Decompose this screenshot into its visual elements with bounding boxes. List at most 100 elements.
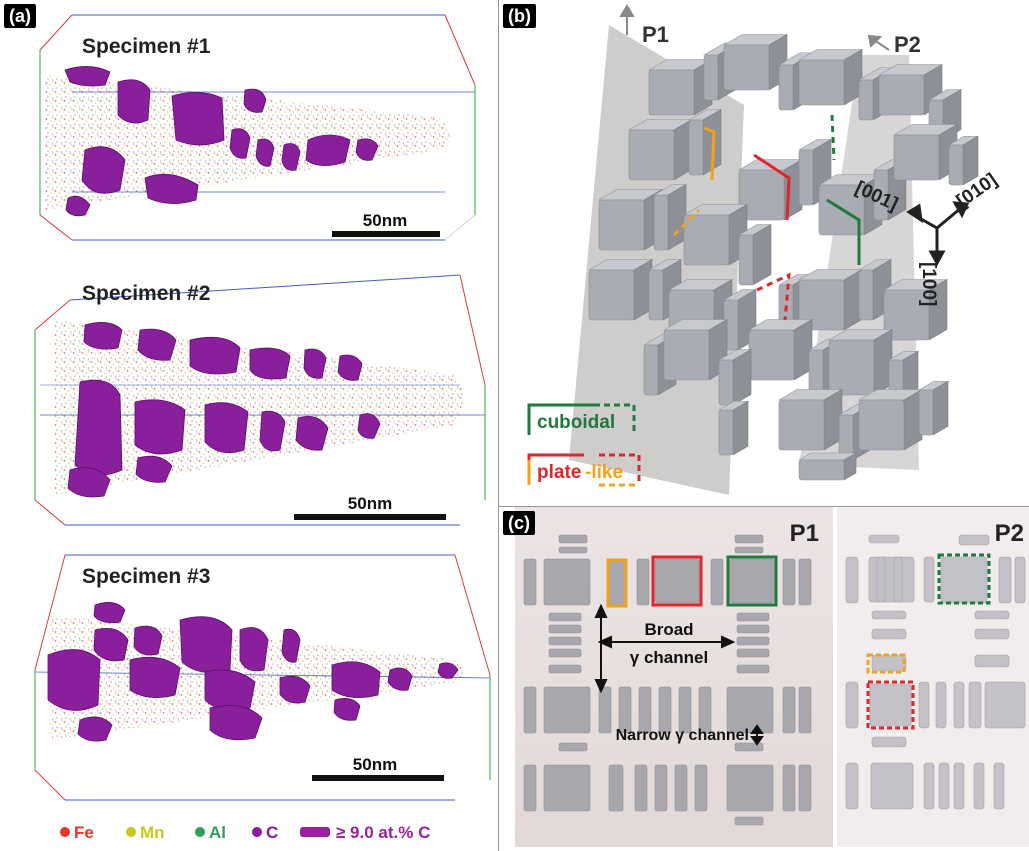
p2-precipitate <box>973 762 985 810</box>
p1-precipitate <box>734 816 764 826</box>
p2-precipitate <box>938 762 950 810</box>
legend-fe-dot <box>60 827 70 837</box>
precipitate-block <box>647 58 714 116</box>
p1-precipitate <box>726 686 774 734</box>
p2-precipitate <box>1014 556 1026 604</box>
p1-precipitate <box>698 686 712 734</box>
precipitate-block <box>587 258 654 321</box>
precipitate-block <box>797 268 864 331</box>
p2-precipitate <box>953 762 965 810</box>
legend-fe: Fe <box>74 823 94 842</box>
precipitate-blocks <box>587 33 980 481</box>
p1-precipitate <box>734 546 764 554</box>
p2-precipitate <box>845 681 859 729</box>
p1-precipitate <box>694 764 708 812</box>
p2-cuboid-highlight <box>937 553 991 605</box>
precipitate-block <box>777 388 844 451</box>
section-p1-label: P1 <box>790 520 819 547</box>
specimen-1-title: Specimen #1 <box>82 35 211 58</box>
p1-precipitate <box>736 648 770 658</box>
p2-precipitate <box>845 556 859 604</box>
p1-precipitate <box>636 558 650 606</box>
legend-like: -like <box>585 462 623 483</box>
p2-precipitate <box>870 762 914 810</box>
p1-precipitate <box>658 686 672 734</box>
iso-surface-label: ≥ 9.0 at.% C <box>336 823 430 842</box>
p1-precipitate <box>548 612 582 622</box>
p2-precipitate <box>958 534 990 546</box>
specimen-3: Specimen #3 50nm <box>34 554 491 801</box>
p1-precipitate <box>736 664 770 674</box>
p1-precipitate <box>798 558 812 606</box>
panel-b-label: (b) <box>503 4 536 28</box>
element-legend: Fe Mn Al C ≥ 9.0 at.% C <box>60 823 430 842</box>
p2-precipitate <box>974 628 1010 640</box>
specimen-2-scale-bar <box>294 514 446 520</box>
p1-plate-highlight-orange <box>606 558 628 608</box>
precipitate-block <box>747 318 814 381</box>
precipitate-block <box>882 278 949 341</box>
legend-plate: plate <box>537 462 581 483</box>
precipitate-block <box>917 380 950 436</box>
cross-sections: P1 P2 Broad γ channel Narrow γ channel <box>515 507 1029 847</box>
p1-precipitate <box>543 686 591 734</box>
p1-precipitate <box>558 546 588 554</box>
specimen-1-scale-bar <box>332 231 440 237</box>
legend-al-dot <box>195 827 205 837</box>
p1-precipitate <box>548 664 582 674</box>
precipitate-block <box>872 158 908 221</box>
p2-precipitate <box>893 556 903 603</box>
p1-precipitate <box>523 558 537 606</box>
specimen-1-scale-label: 50nm <box>363 211 407 230</box>
precipitate-block <box>797 452 858 481</box>
precipitate-block <box>662 318 729 381</box>
specimen-3-title: Specimen #3 <box>82 565 210 588</box>
p1-precipitate <box>654 764 668 812</box>
p2-precipitate <box>868 556 915 603</box>
p2-plate-highlight-orange <box>866 653 906 674</box>
precipitate-block <box>827 328 894 396</box>
specimen-2: Specimen #2 50nm <box>34 274 486 526</box>
panel-c: (c) P1 P2 Broad γ channel <box>499 507 1029 851</box>
precipitate-block <box>737 158 804 221</box>
p1-precipitate <box>618 686 632 734</box>
section-p2-label: P2 <box>995 520 1024 547</box>
precipitate-block <box>687 108 723 176</box>
broad-channel-label-2: γ channel <box>630 648 708 667</box>
precipitate-block <box>652 183 688 251</box>
p1-precipitate <box>548 624 582 634</box>
channel-arrows <box>594 603 764 746</box>
p1-precipitate <box>523 764 537 812</box>
p2-plate-highlight-red <box>866 680 915 730</box>
precipitate-block <box>797 48 864 106</box>
p2-precipitate <box>868 534 900 544</box>
precipitate-block <box>717 348 753 406</box>
p1-plate-highlight-red <box>651 555 703 607</box>
p1-precipitate <box>736 636 770 646</box>
p2-precipitate <box>869 683 912 727</box>
specimen-2-title: Specimen #2 <box>82 282 210 305</box>
precipitate-block <box>597 188 664 251</box>
legend-cuboidal: cuboidal <box>537 412 615 433</box>
precipitate-block <box>737 223 773 286</box>
p1-precipitate <box>729 558 775 604</box>
p1-precipitate <box>558 534 588 544</box>
precipitate-block <box>877 63 944 116</box>
p2-precipitate <box>871 610 907 620</box>
legend-c: C <box>266 823 278 842</box>
legend-al: Al <box>209 823 226 842</box>
plane-p2-label: P2 <box>894 32 921 57</box>
p2-precipitate <box>871 654 907 672</box>
precipitate-3d-model: P1 P2 [001] [010] [100] cuboidal <box>527 4 1001 495</box>
p1-precipitate <box>558 742 588 752</box>
p1-precipitate <box>726 764 774 812</box>
legend-c-dot <box>252 827 262 837</box>
p1-precipitate <box>734 534 764 544</box>
precipitate-block <box>717 400 750 456</box>
axis-100-label: [100] <box>918 262 939 306</box>
panel-b: (b) P1 P2 <box>499 0 1029 507</box>
p1-precipitate <box>782 686 796 734</box>
p1-precipitate <box>543 764 591 812</box>
p1-precipitate <box>674 764 688 812</box>
p2-precipitate <box>923 762 935 810</box>
